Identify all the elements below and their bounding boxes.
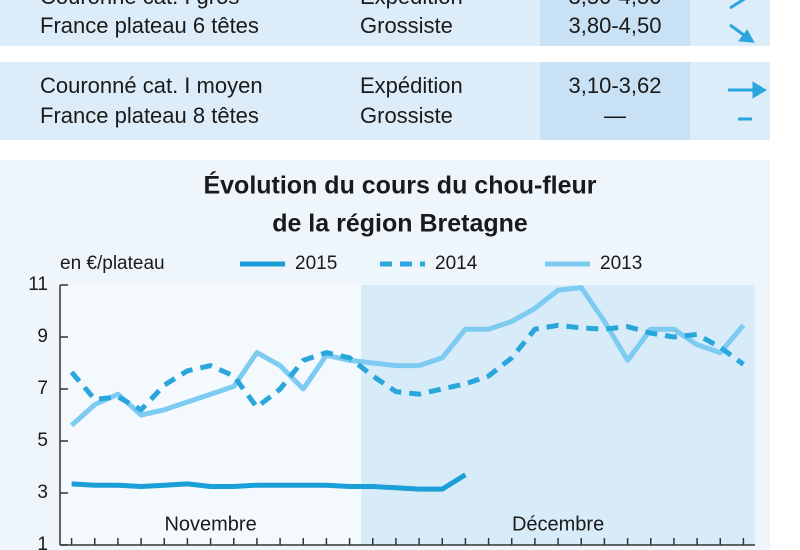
- trend-arrow-head: [752, 81, 767, 99]
- table-cell: 3,10-3,62: [569, 73, 662, 98]
- table-cell: 3,50-4,50: [569, 0, 662, 9]
- row-separator: [0, 46, 770, 62]
- table-cell: Couronné cat. I moyen: [40, 73, 263, 98]
- month-band: [60, 285, 362, 545]
- legend-label: 2014: [435, 253, 478, 274]
- price-column: [540, 0, 690, 46]
- chart-subtitle: de la région Bretagne: [272, 210, 528, 238]
- chart: Novembre Décembre 1 3 5 7 9 11 2015 2014 2013: [28, 253, 755, 550]
- legend-label: 2015: [295, 253, 337, 274]
- y-tick-label: 11: [28, 274, 48, 295]
- price-column: [540, 62, 690, 140]
- trend-arrow-head: [738, 29, 755, 43]
- y-tick-label: 3: [37, 482, 48, 503]
- table-cell: France plateau 8 têtes: [40, 103, 259, 128]
- series-line: [69, 285, 746, 428]
- table-cell: Expédition: [360, 73, 463, 98]
- table-cell: Couronné cat. I gros: [40, 0, 239, 9]
- y-tick-label: 5: [37, 430, 48, 451]
- month-label: Décembre: [512, 513, 604, 535]
- y-tick-label: 9: [37, 326, 48, 347]
- y-tick-label: 7: [37, 378, 48, 399]
- y-axis-label: en €/plateau: [60, 253, 165, 274]
- table-cell: —: [604, 103, 626, 128]
- trend-arrow: [729, 0, 746, 10]
- table-cell: Expédition: [360, 0, 463, 9]
- table-cell: Grossiste: [360, 13, 453, 38]
- y-tick-label: 1: [37, 534, 48, 550]
- table: Couronné cat. I gros Expédition 3,50-4,50 F…: [40, 0, 661, 128]
- table-cell: France plateau 6 têtes: [40, 13, 259, 38]
- month-label: Novembre: [164, 513, 256, 535]
- table-cell: 3,80-4,50: [569, 13, 662, 38]
- month-band: [361, 285, 755, 545]
- table-cell: Grossiste: [360, 103, 453, 128]
- series-line: [71, 472, 467, 492]
- trend-arrows: [728, 0, 767, 121]
- chart-title: Évolution du cours du chou-fleur: [203, 171, 596, 200]
- series-line: [69, 322, 745, 413]
- legend-label: 2013: [600, 253, 642, 274]
